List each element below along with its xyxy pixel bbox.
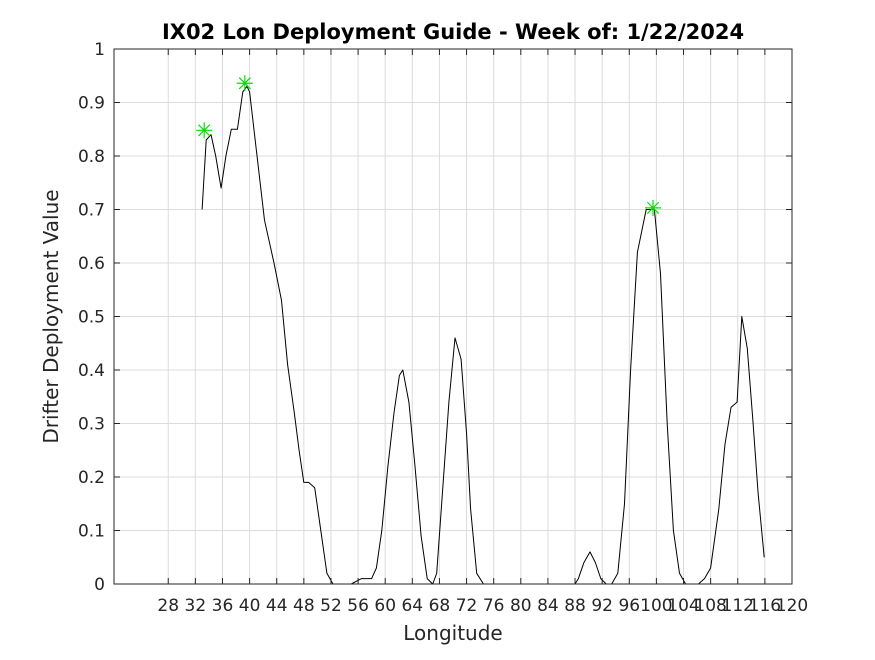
y-tick-label: 0.3: [78, 415, 105, 435]
x-axis-label: Longitude: [403, 621, 502, 645]
x-tick-label: 108: [694, 596, 726, 616]
x-tick-label: 76: [483, 596, 505, 616]
x-tick-label: 48: [293, 596, 315, 616]
y-tick-label: 1: [94, 40, 105, 60]
x-tick-label: 64: [401, 596, 423, 616]
x-tick-labels: 28 32 36 40 44 48 52 56 60 64 68 72 76 80 84 88 92 96 1001…: [157, 596, 808, 616]
x-tick-label: 116: [749, 596, 781, 616]
y-tick-label: 0.1: [78, 522, 105, 542]
peak-marker: [236, 75, 253, 92]
x-tick-label: 68: [429, 596, 451, 616]
y-tick-label: 0: [94, 575, 105, 595]
x-tick-label: 40: [239, 596, 261, 616]
marker-layer: [196, 75, 662, 216]
x-tick-label: 52: [320, 596, 342, 616]
y-tick-label: 0.5: [78, 308, 105, 328]
x-tick-label: 92: [591, 596, 613, 616]
x-tick-label: 104: [667, 596, 699, 616]
x-tick-label: 112: [722, 596, 754, 616]
x-tick-label: 100: [640, 596, 672, 616]
y-tick-label: 0.2: [78, 468, 105, 488]
x-tick-label: 36: [212, 596, 234, 616]
series-layer: [201, 85, 765, 585]
x-tick-label: 80: [510, 596, 532, 616]
y-tick-label: 0.9: [78, 94, 105, 114]
y-axis-label: Drifter Deployment Value: [39, 189, 63, 443]
x-tick-label: 28: [157, 596, 179, 616]
tick-layer: [114, 48, 793, 585]
chart-title: IX02 Lon Deployment Guide - Week of: 1/2…: [162, 20, 744, 44]
series-line: [201, 85, 765, 585]
x-tick-label: 60: [374, 596, 396, 616]
x-tick-label: 84: [537, 596, 559, 616]
x-tick-label: 44: [266, 596, 288, 616]
y-tick-labels: 0 0.1 0.2 0.3 0.4 0.5 0.6 0.7 0.8 0.9 1: [78, 40, 105, 595]
y-tick-label: 0.7: [78, 201, 105, 221]
x-tick-label: 32: [185, 596, 207, 616]
x-tick-label: 120: [776, 596, 808, 616]
peak-marker: [196, 122, 213, 139]
x-tick-label: 56: [347, 596, 369, 616]
y-tick-label: 0.4: [78, 361, 105, 381]
grid-layer: [114, 48, 793, 585]
y-tick-label: 0.6: [78, 254, 105, 274]
x-tick-label: 96: [618, 596, 640, 616]
peak-marker: [645, 199, 662, 216]
x-tick-label: 88: [564, 596, 586, 616]
y-tick-label: 0.8: [78, 147, 105, 167]
x-tick-label: 72: [456, 596, 478, 616]
